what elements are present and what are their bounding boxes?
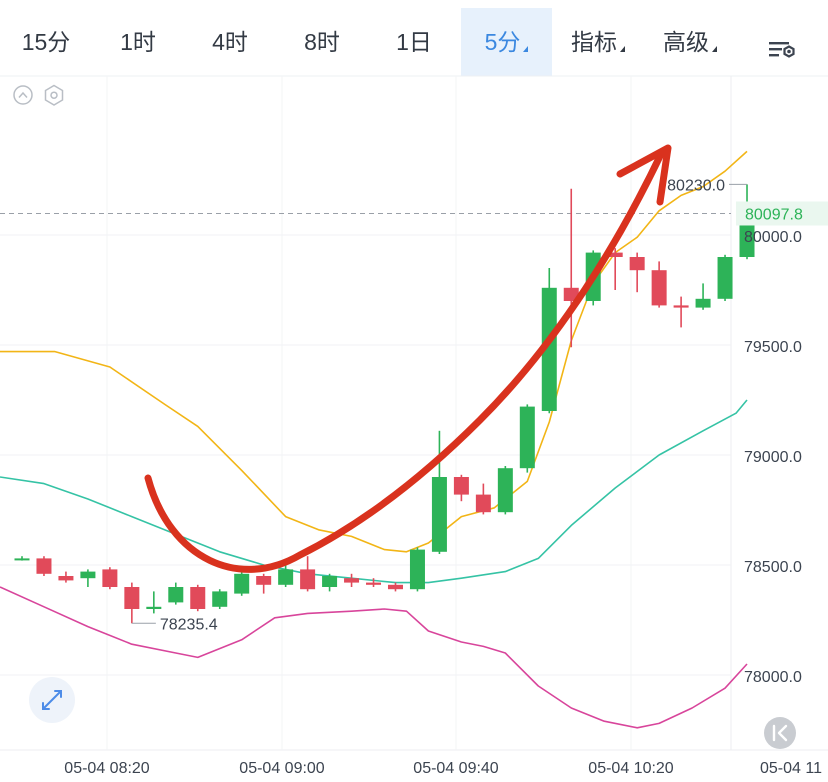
candle-body — [344, 578, 359, 582]
boll-mid-line — [0, 400, 747, 583]
expand-arrows-icon — [29, 677, 75, 723]
hexagon-settings-icon — [46, 86, 63, 106]
low-marker-label: 78235.4 — [160, 616, 218, 633]
y-tick-label: 78500.0 — [744, 559, 802, 576]
candle-body — [190, 587, 205, 609]
current-price-label: 80097.8 — [745, 206, 803, 223]
candle-body — [696, 299, 711, 308]
x-tick-label: 05-04 11 — [760, 760, 822, 777]
candle-body — [322, 576, 337, 587]
candle-body — [124, 587, 139, 609]
candle-body — [454, 477, 469, 495]
candle-body — [718, 257, 733, 299]
chevron-up-circle-icon — [14, 86, 32, 104]
candle-body — [58, 576, 73, 580]
candle-body — [652, 270, 667, 305]
candle-body — [278, 569, 293, 584]
x-tick-label: 05-04 09:40 — [413, 760, 499, 777]
high-marker-label: 80230.0 — [667, 177, 725, 194]
x-tick-label: 05-04 08:20 — [64, 760, 150, 777]
candle-body — [256, 576, 271, 585]
candle-body — [520, 407, 535, 469]
candle-body — [630, 257, 645, 270]
candle-body — [15, 558, 30, 560]
x-tick-label: 05-04 09:00 — [239, 760, 325, 777]
skip-to-latest-icon — [764, 717, 796, 749]
candle-body — [674, 305, 689, 307]
candles — [15, 184, 755, 623]
candle-body — [168, 587, 183, 602]
candle-body — [410, 550, 425, 590]
annotation-arrow — [148, 148, 668, 569]
candle-body — [366, 583, 381, 585]
candle-body — [80, 572, 95, 579]
candle-body — [432, 477, 447, 552]
boll-lower-line — [0, 587, 747, 728]
candle-body — [234, 574, 249, 594]
candle-body — [102, 569, 117, 587]
x-tick-label: 05-04 10:20 — [588, 760, 674, 777]
candle-body — [498, 468, 513, 512]
bollinger-lines — [0, 151, 747, 727]
candle-body — [300, 569, 315, 589]
y-tick-label: 79000.0 — [744, 449, 802, 466]
candle-body — [388, 585, 403, 589]
candle-body — [476, 495, 491, 513]
y-tick-label: 80000.0 — [744, 229, 802, 246]
annotation-arrow-curve — [148, 152, 662, 569]
y-tick-label: 79500.0 — [744, 339, 802, 356]
candle-body — [36, 558, 51, 573]
y-tick-label: 78000.0 — [744, 669, 802, 686]
candle-body — [212, 591, 227, 606]
candle-body — [146, 607, 161, 609]
